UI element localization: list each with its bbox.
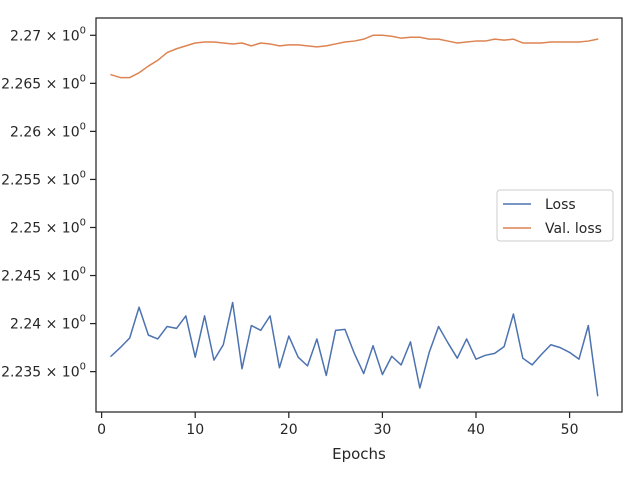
x-tick-label: 50	[561, 422, 579, 438]
x-axis-label: Epochs	[332, 445, 386, 463]
y-axis: 2.235 × 100 2.24 × 100 2.245 × 100 2.25 × 1…	[1, 25, 96, 381]
y-tick-label: 2.24 × 100	[10, 314, 86, 333]
series-line-2	[110, 34, 599, 79]
plot-area	[95, 17, 623, 413]
legend: Loss Val. loss	[496, 189, 614, 242]
y-tick-label: 2.255 × 100	[1, 169, 86, 188]
y-tick-label: 2.245 × 100	[1, 266, 86, 285]
x-tick-label: 30	[373, 422, 391, 438]
legend-label-2: Val. loss	[545, 221, 602, 237]
x-tick-label: 0	[97, 422, 106, 438]
plot-frame	[95, 17, 623, 413]
x-axis: 0 10 20 30 40 50	[97, 412, 579, 438]
y-tick-label: 2.26 × 100	[10, 121, 86, 140]
x-tick-label: 10	[186, 422, 204, 438]
y-tick-label: 2.265 × 100	[1, 73, 86, 92]
y-tick-label: 2.235 × 100	[1, 362, 86, 381]
x-tick-label: 20	[280, 422, 298, 438]
y-tick-label: 2.25 × 100	[10, 217, 86, 236]
x-tick-label: 40	[467, 422, 485, 438]
series-line-1	[110, 301, 599, 397]
y-tick-label: 2.27 × 100	[10, 25, 86, 44]
legend-label-1: Loss	[545, 197, 576, 213]
